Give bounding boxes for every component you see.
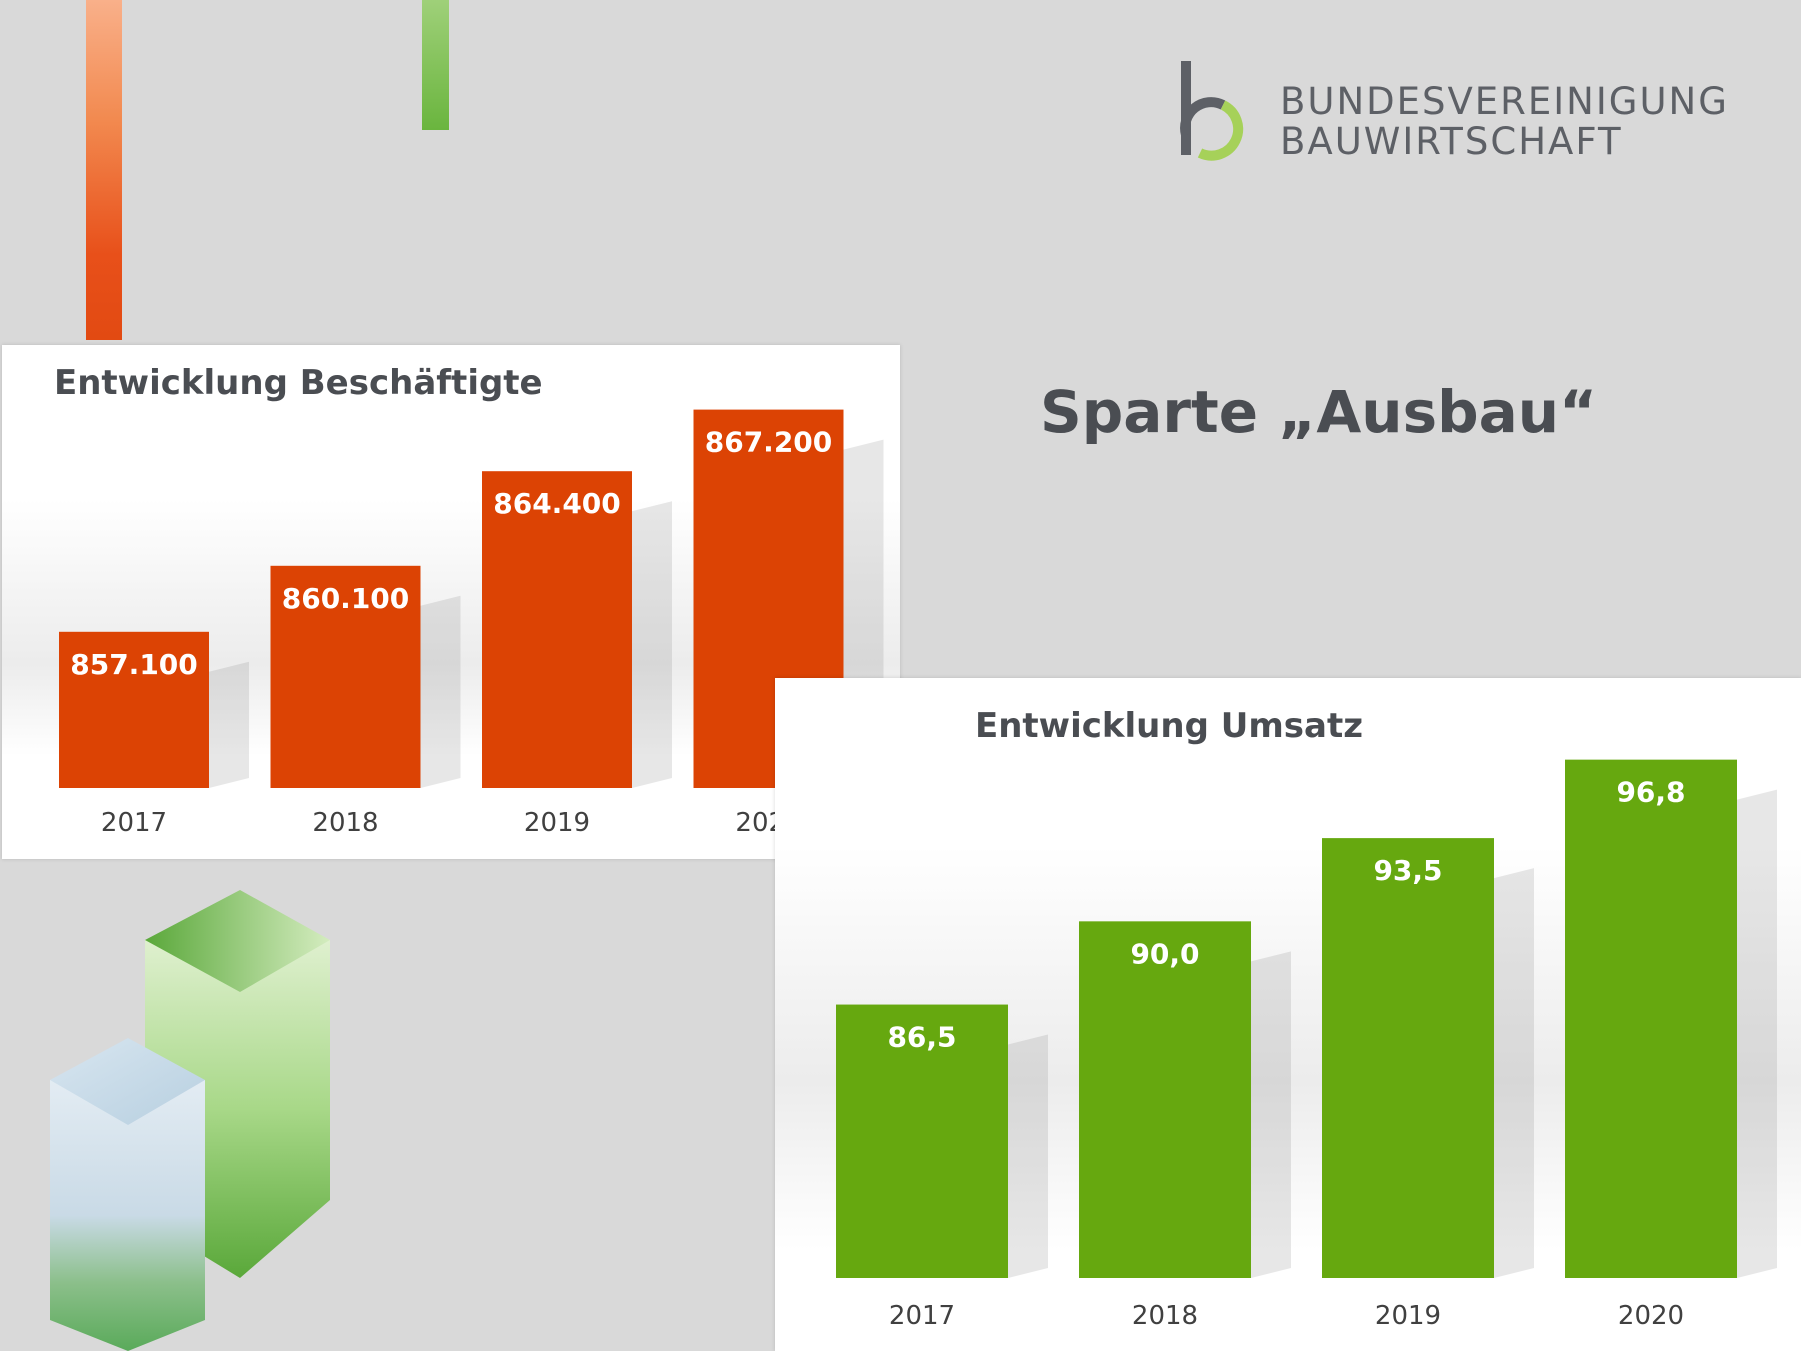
- employees-data-label-2020: 867.200: [705, 426, 833, 459]
- employees-bar-shadow: [420, 595, 461, 788]
- logo-text-line1: BUNDESVEREINIGUNG: [1280, 80, 1729, 123]
- revenue-bar-2019: [1322, 838, 1494, 1278]
- logo-text-line2: BAUWIRTSCHAFT: [1280, 120, 1623, 163]
- revenue-bar-2017: [836, 1004, 1008, 1278]
- revenue-x-tick-2019: 2019: [1375, 1301, 1441, 1331]
- employees-data-label-2017: 857.100: [70, 648, 198, 681]
- employees-chart-title: Entwicklung Beschäftigte: [54, 363, 543, 403]
- employees-bar-2018: [270, 565, 421, 788]
- revenue-chart-title: Entwicklung Umsatz: [975, 706, 1364, 746]
- employees-bar-2017: [59, 631, 209, 788]
- revenue-data-label-2020: 96,8: [1616, 776, 1685, 809]
- decorative-cubes-graphic: [50, 890, 330, 1351]
- section-title: Sparte „Ausbau“: [1040, 378, 1598, 446]
- employees-bar-2019: [482, 471, 632, 788]
- revenue-bar-shadow: [1494, 868, 1534, 1278]
- revenue-bar-2020: [1565, 759, 1737, 1278]
- orange-decorative-stripe: [86, 0, 122, 340]
- employees-x-tick-2017: 2017: [101, 808, 167, 838]
- revenue-bar-chart: 86,5 2017 90,0 2018 93,5 2019 96,8 2020: [836, 759, 1777, 1331]
- organization-logo: BUNDESVEREINIGUNG BAUWIRTSCHAFT: [1175, 55, 1735, 165]
- revenue-x-tick-2017: 2017: [889, 1301, 955, 1331]
- employees-bar-shadow: [632, 501, 672, 788]
- revenue-bar-shadow: [1737, 789, 1777, 1278]
- green-decorative-stripe: [422, 0, 449, 130]
- revenue-bar-shadow: [1008, 1034, 1048, 1278]
- employees-data-label-2019: 864.400: [493, 487, 621, 520]
- revenue-bar-2018: [1079, 921, 1251, 1278]
- revenue-chart-panel: Entwicklung Umsatz 86,5 2017 90,0 2018 93,5 2…: [775, 678, 1801, 1351]
- revenue-data-label-2017: 86,5: [887, 1021, 956, 1054]
- revenue-bar-shadow: [1251, 951, 1291, 1278]
- revenue-data-label-2018: 90,0: [1130, 937, 1199, 970]
- employees-bar-chart: 857.100 2017 860.100 2018 864.400 2019 867.200…: [59, 409, 884, 838]
- revenue-x-tick-2020: 2020: [1618, 1301, 1684, 1331]
- employees-data-label-2018: 860.100: [282, 582, 410, 615]
- employees-chart-panel: Entwicklung Beschäftigte 857.100 2017 860.…: [2, 345, 900, 859]
- revenue-x-tick-2018: 2018: [1132, 1301, 1198, 1331]
- employees-x-tick-2019: 2019: [524, 808, 590, 838]
- revenue-data-label-2019: 93,5: [1373, 854, 1442, 887]
- logo-mark-icon: [1180, 61, 1244, 161]
- employees-x-tick-2018: 2018: [312, 808, 378, 838]
- employees-bar-shadow: [209, 661, 249, 788]
